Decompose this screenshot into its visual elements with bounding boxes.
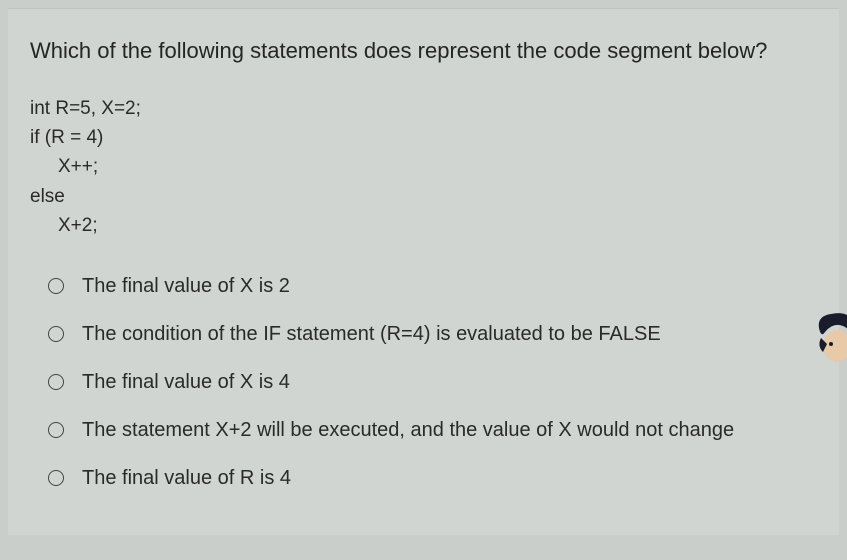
option-row[interactable]: The final value of X is 4 xyxy=(48,369,817,395)
option-label: The condition of the IF statement (R=4) … xyxy=(82,321,661,347)
option-row[interactable]: The final value of R is 4 xyxy=(48,465,817,491)
option-label: The final value of R is 4 xyxy=(82,465,291,491)
answer-options: The final value of X is 2 The condition … xyxy=(30,273,817,491)
code-segment: int R=5, X=2; if (R = 4) X++; else X+2; xyxy=(30,94,817,241)
radio-icon[interactable] xyxy=(48,470,64,486)
option-row[interactable]: The statement X+2 will be executed, and … xyxy=(48,417,817,443)
option-label: The statement X+2 will be executed, and … xyxy=(82,417,734,443)
code-line: if (R = 4) xyxy=(30,123,817,152)
radio-icon[interactable] xyxy=(48,326,64,342)
code-line: X++; xyxy=(30,152,817,181)
avatar-icon xyxy=(807,308,847,368)
code-line: else xyxy=(30,182,817,211)
option-label: The final value of X is 2 xyxy=(82,273,290,299)
option-row[interactable]: The condition of the IF statement (R=4) … xyxy=(48,321,817,347)
radio-icon[interactable] xyxy=(48,278,64,294)
code-line: X+2; xyxy=(30,211,817,240)
question-prompt: Which of the following statements does r… xyxy=(30,37,817,66)
radio-icon[interactable] xyxy=(48,374,64,390)
option-label: The final value of X is 4 xyxy=(82,369,290,395)
option-row[interactable]: The final value of X is 2 xyxy=(48,273,817,299)
radio-icon[interactable] xyxy=(48,422,64,438)
question-panel: Which of the following statements does r… xyxy=(8,8,839,535)
code-line: int R=5, X=2; xyxy=(30,94,817,123)
